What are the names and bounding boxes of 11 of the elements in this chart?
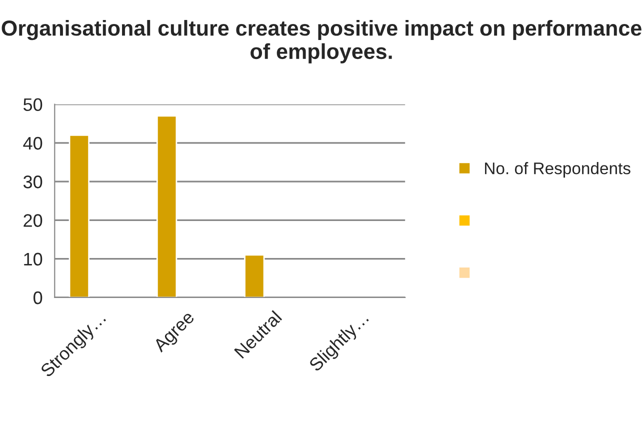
chart-title: Organisational culture creates positive impact on performance of employees.: [2, 20, 642, 64]
y-tick-label: 50: [23, 98, 42, 112]
y-tick-label: 30: [23, 176, 42, 188]
bar: [156, 115, 178, 298]
legend-label: No. of Respondents: [485, 162, 630, 178]
bar: [244, 254, 265, 298]
y-tick-label: 20: [24, 214, 42, 227]
y-tick-label: 40: [23, 136, 42, 150]
y-tick-label: 0: [34, 291, 42, 304]
y-tick-label: 10: [24, 252, 42, 266]
bar: [68, 134, 90, 298]
